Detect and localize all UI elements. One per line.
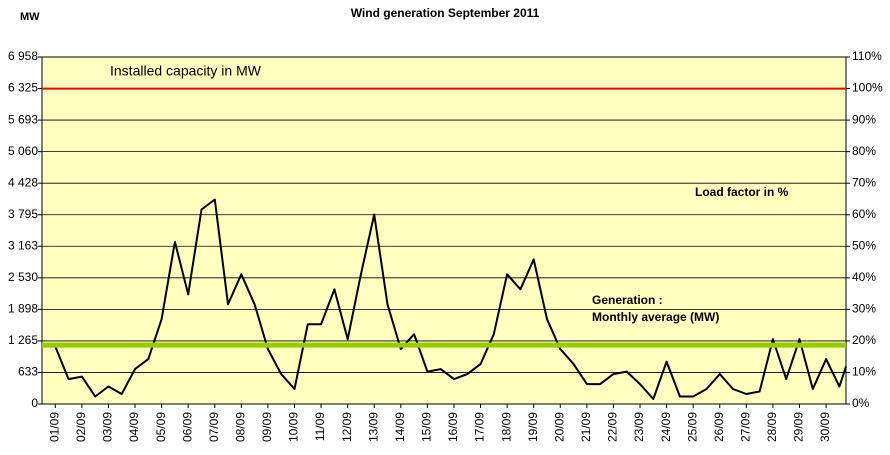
y-tick-label: 5 693 bbox=[8, 112, 38, 126]
y-tick-label: 4 428 bbox=[8, 175, 38, 189]
chart-title: Wind generation September 2011 bbox=[351, 6, 540, 20]
x-tick-label: 20/09 bbox=[552, 412, 566, 442]
x-tick-label: 02/09 bbox=[74, 412, 88, 442]
y2-tick-label: 10% bbox=[852, 365, 876, 379]
x-tick-label: 09/09 bbox=[260, 412, 274, 442]
x-tick-label: 21/09 bbox=[579, 412, 593, 442]
x-tick-label: 24/09 bbox=[659, 412, 673, 442]
series-line bbox=[54, 198, 847, 400]
x-tick-label: 19/09 bbox=[526, 412, 540, 442]
capacity-label: Installed capacity in MW bbox=[110, 62, 262, 78]
x-tick-label: 13/09 bbox=[366, 412, 380, 442]
x-tick-label: 11/09 bbox=[313, 412, 327, 441]
y-tick-label: 0 bbox=[31, 396, 38, 410]
x-tick-label: 07/09 bbox=[207, 412, 221, 442]
y-tick-label: 1 898 bbox=[8, 302, 38, 316]
x-tick-label: 18/09 bbox=[499, 412, 513, 442]
average-label: Generation : bbox=[592, 293, 663, 307]
x-tick-label: 27/09 bbox=[739, 412, 753, 442]
x-tick-label: 28/09 bbox=[765, 412, 779, 442]
y-tick-label: 6 958 bbox=[8, 49, 38, 63]
x-tick-label: 30/09 bbox=[818, 412, 832, 442]
y-tick-label: 2 530 bbox=[8, 270, 38, 284]
x-tick-label: 17/09 bbox=[473, 412, 487, 442]
x-tick-label: 26/09 bbox=[712, 412, 726, 442]
y2-tick-label: 60% bbox=[852, 207, 876, 221]
x-tick-label: 08/09 bbox=[234, 412, 248, 442]
y-axis-label: MW bbox=[20, 11, 40, 23]
x-tick-label: 12/09 bbox=[340, 412, 354, 442]
plot-area bbox=[41, 56, 847, 405]
y2-tick-label: 0% bbox=[852, 396, 870, 410]
x-tick-label: 29/09 bbox=[792, 412, 806, 442]
x-tick-label: 23/09 bbox=[632, 412, 646, 442]
y2-tick-label: 110% bbox=[852, 49, 882, 63]
y-tick-label: 5 060 bbox=[8, 144, 38, 158]
y2-tick-label: 90% bbox=[852, 112, 876, 126]
y-tick-label: 3 163 bbox=[8, 238, 38, 252]
average-label: Monthly average (MW) bbox=[592, 310, 719, 324]
y2-tick-label: 80% bbox=[852, 144, 876, 158]
x-tick-label: 01/09 bbox=[47, 412, 61, 442]
x-tick-label: 10/09 bbox=[287, 412, 301, 442]
x-tick-label: 22/09 bbox=[606, 412, 620, 442]
x-tick-label: 03/09 bbox=[101, 412, 115, 442]
x-tick-label: 15/09 bbox=[420, 412, 434, 442]
x-tick-label: 25/09 bbox=[685, 412, 699, 442]
x-tick-label: 06/09 bbox=[180, 412, 194, 442]
y2-tick-label: 100% bbox=[852, 81, 883, 95]
y2-tick-label: 70% bbox=[852, 175, 876, 189]
x-tick-label: 04/09 bbox=[127, 412, 141, 442]
x-tick-label: 16/09 bbox=[446, 412, 460, 442]
x-tick-label: 14/09 bbox=[393, 412, 407, 442]
y-tick-label: 633 bbox=[18, 365, 38, 379]
y2-tick-label: 40% bbox=[852, 270, 876, 284]
y2-tick-label: 20% bbox=[852, 333, 876, 347]
x-tick-label: 05/09 bbox=[154, 412, 168, 442]
y2-tick-label: 50% bbox=[852, 238, 876, 252]
y2-axis-label: Load factor in % bbox=[695, 185, 789, 199]
y-tick-label: 1 265 bbox=[8, 333, 38, 347]
y-tick-label: 3 795 bbox=[8, 207, 38, 221]
y2-tick-label: 30% bbox=[852, 302, 876, 316]
y-tick-label: 6 325 bbox=[8, 81, 38, 95]
